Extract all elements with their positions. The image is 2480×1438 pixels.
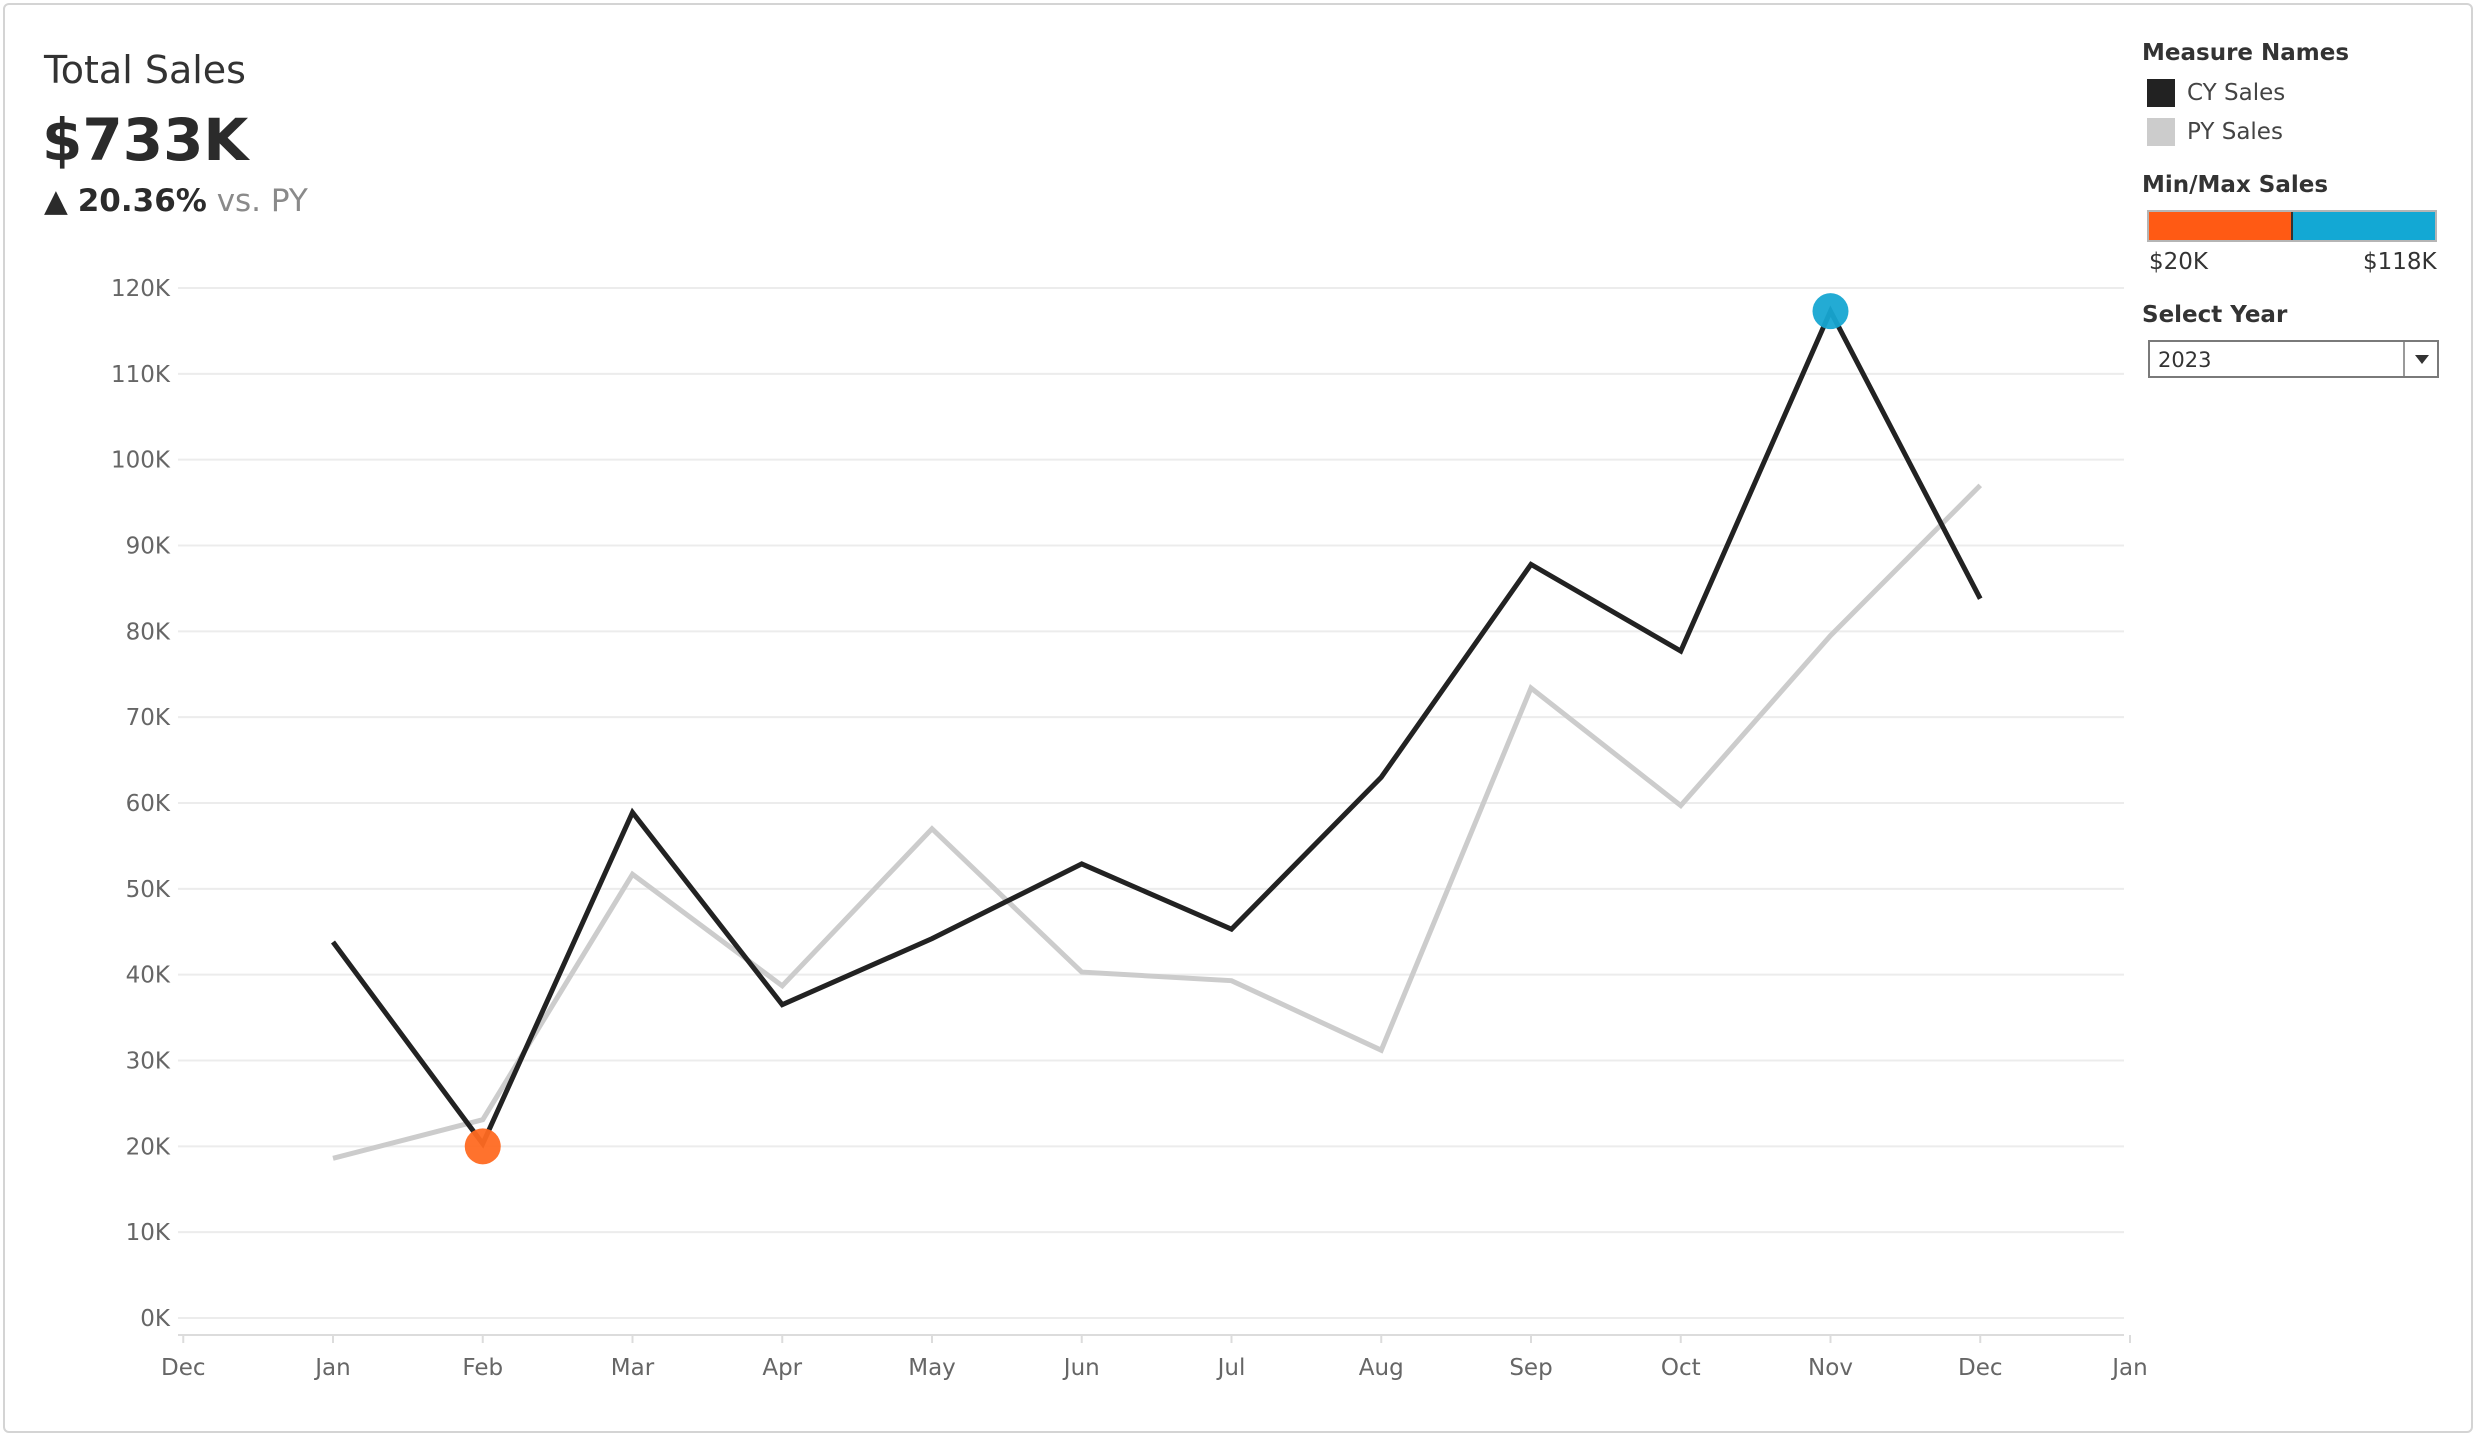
kpi-title: Total Sales	[44, 48, 246, 92]
min-max-markers[interactable]	[464, 293, 1849, 1165]
legend-item-cy-sales[interactable]: CY Sales	[2147, 79, 2285, 107]
legend-item-py-sales[interactable]: PY Sales	[2147, 118, 2283, 146]
y-tick-label: 0K	[140, 1306, 171, 1332]
x-tick-label: Oct	[1661, 1355, 1701, 1381]
x-tick-label: Jun	[1062, 1355, 1100, 1381]
max-color-segment	[2291, 212, 2435, 240]
x-tick-label: Nov	[1808, 1355, 1853, 1381]
min-sales-marker[interactable]	[464, 1128, 501, 1165]
x-tick-label: Aug	[1359, 1355, 1404, 1381]
year-select-dropdown[interactable]: 2023	[2148, 340, 2439, 378]
x-tick-label: Dec	[1958, 1355, 2003, 1381]
series-lines	[330, 305, 1983, 1161]
minmax-color-legend	[2147, 210, 2437, 242]
min-color-segment	[2149, 212, 2291, 240]
y-tick-label: 80K	[126, 619, 171, 645]
legend-item-label: CY Sales	[2187, 80, 2286, 106]
x-axis: Dec Jan Feb Mar Apr May Jun Jul Aug Sep Oct Nov Dec J…	[161, 1334, 2148, 1381]
x-tick-label: Jan	[2110, 1355, 2147, 1381]
minmax-title: Min/Max Sales	[2142, 172, 2329, 198]
py-sales-line[interactable]	[332, 483, 1983, 1161]
y-tick-label: 70K	[126, 705, 171, 731]
y-tick-label: 110K	[111, 362, 171, 388]
y-tick-label: 30K	[126, 1049, 171, 1075]
cy-sales-line[interactable]	[330, 305, 1983, 1149]
y-tick-label: 120K	[111, 276, 171, 302]
cy-sales-swatch	[2147, 79, 2175, 107]
y-tick-label: 10K	[126, 1220, 171, 1246]
x-tick-label: May	[908, 1355, 956, 1381]
up-arrow-icon: ▲	[44, 183, 68, 219]
x-tick-label: Jan	[313, 1355, 350, 1381]
kpi-change-pct: 20.36%	[77, 183, 207, 219]
chevron-down-icon[interactable]	[2403, 342, 2437, 376]
year-filter-title: Select Year	[2142, 302, 2288, 328]
legend-title: Measure Names	[2142, 40, 2350, 66]
year-select-value: 2023	[2158, 348, 2212, 372]
max-sales-marker[interactable]	[1812, 293, 1849, 330]
x-tick-label: Apr	[762, 1355, 802, 1381]
kpi-change-label: vs. PY	[216, 183, 308, 219]
y-tick-label: 100K	[111, 448, 171, 474]
y-tick-label: 50K	[126, 877, 171, 903]
x-tick-label: Sep	[1509, 1355, 1552, 1381]
max-label: $118K	[2363, 249, 2437, 275]
gridlines	[178, 287, 2124, 1319]
min-label: $20K	[2149, 249, 2208, 275]
y-tick-label: 20K	[126, 1134, 171, 1160]
py-sales-swatch	[2147, 118, 2175, 146]
kpi-value: $733K	[42, 106, 249, 174]
y-tick-label: 40K	[126, 963, 171, 989]
x-tick-label: Feb	[462, 1355, 503, 1381]
y-tick-label: 90K	[126, 534, 171, 560]
x-tick-label: Mar	[611, 1355, 655, 1381]
x-tick-label: Jul	[1216, 1355, 1246, 1381]
legend-item-label: PY Sales	[2187, 119, 2283, 145]
x-tick-label: Dec	[161, 1355, 206, 1381]
kpi-change: ▲ 20.36% vs. PY	[44, 183, 308, 219]
y-axis: 0K 10K 20K 30K 40K 50K 60K 70K 80K 90K 100K 110K 120…	[111, 276, 171, 1332]
y-tick-label: 60K	[126, 791, 171, 817]
